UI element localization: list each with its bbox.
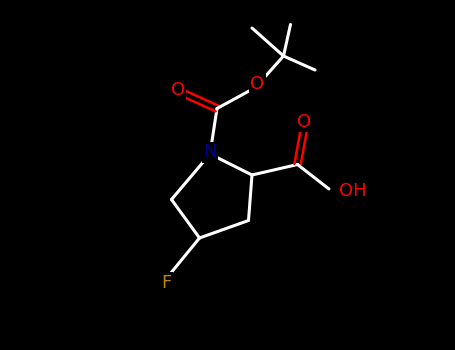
- Text: O: O: [298, 113, 312, 131]
- Text: OH: OH: [339, 182, 366, 200]
- Text: F: F: [161, 274, 172, 292]
- Text: N: N: [203, 143, 217, 161]
- Text: O: O: [250, 75, 264, 93]
- Text: O: O: [171, 81, 185, 99]
